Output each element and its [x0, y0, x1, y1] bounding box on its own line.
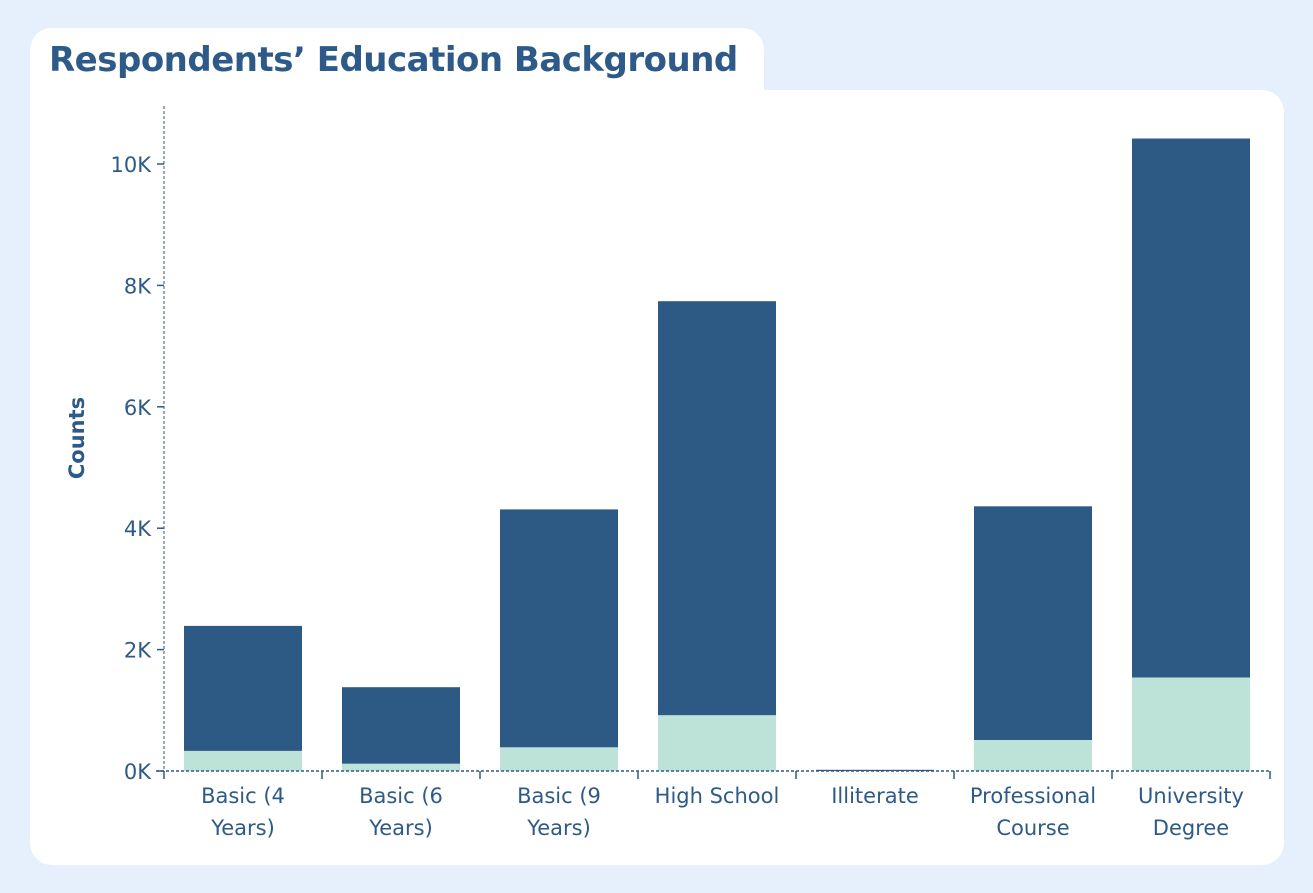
axes-group: 0K 2K 4K 6K 8K 10K Basic (4 Years) Basic (6 Years… [111, 106, 1271, 840]
y-axis-label: Counts [65, 397, 89, 479]
x-tick-label: Years) [526, 816, 591, 840]
bar-segment-2 [500, 509, 618, 748]
bars-group [184, 138, 1250, 771]
x-tick-label: Degree [1153, 816, 1229, 840]
bar-segment-2 [342, 687, 460, 764]
bar-segment-1 [1132, 677, 1250, 771]
bar-segment-2 [1132, 138, 1250, 678]
bar-segment-2 [184, 625, 302, 751]
bar-segment-1 [500, 747, 618, 771]
bar-segment-1 [974, 740, 1092, 771]
x-tick-label: Illiterate [831, 784, 919, 808]
x-tick-label: Years) [368, 816, 433, 840]
chart-title: Respondents’ Education Background [49, 40, 738, 80]
y-tick-label: 10K [111, 153, 153, 177]
y-tick-label: 4K [124, 517, 152, 541]
x-tick-label: Basic (9 [517, 784, 601, 808]
x-tick-label: Basic (6 [359, 784, 443, 808]
x-tick-label: Years) [210, 816, 275, 840]
y-tick-label: 8K [124, 274, 152, 298]
bar-segment-2 [974, 506, 1092, 740]
x-tick-label: High School [655, 784, 780, 808]
bar-segment-1 [342, 763, 460, 771]
y-tick-label: 2K [124, 639, 152, 663]
bar-segment-1 [658, 715, 776, 771]
x-tick-label: Basic (4 [201, 784, 285, 808]
y-tick-label: 0K [124, 760, 152, 784]
bar-segment-2 [658, 301, 776, 716]
bar-segment-2 [816, 769, 934, 771]
y-tick-label: 6K [124, 396, 152, 420]
x-tick-label: University [1138, 784, 1244, 808]
bar-segment-1 [184, 751, 302, 771]
x-tick-label: Course [996, 816, 1069, 840]
x-tick-label: Professional [970, 784, 1096, 808]
